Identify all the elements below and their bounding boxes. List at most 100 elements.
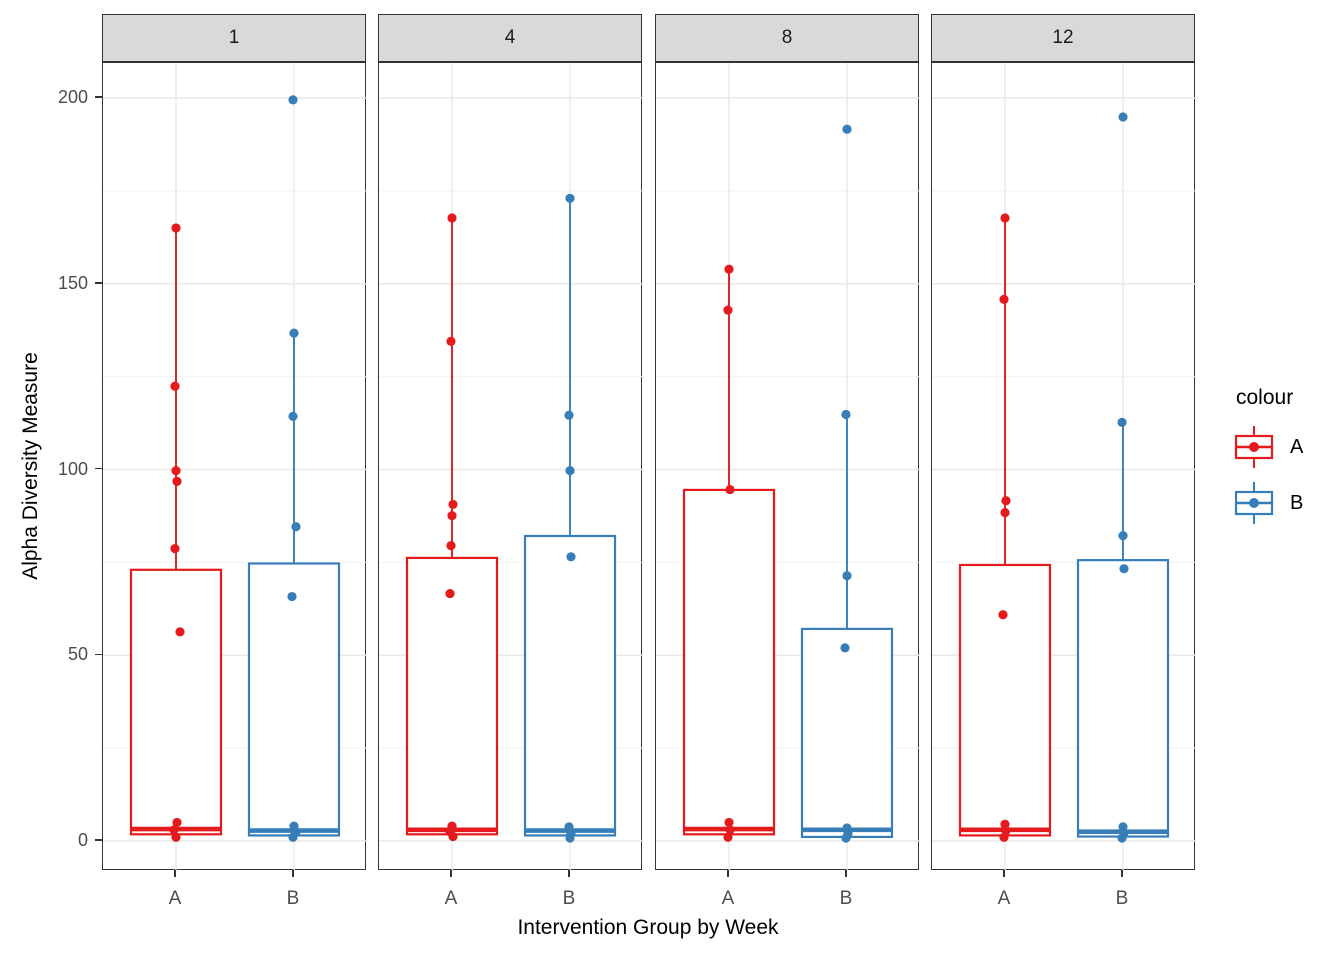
legend-key-boxplot-glyph (1234, 426, 1274, 468)
data-point (288, 95, 298, 105)
data-point (446, 541, 456, 551)
x-tick-label: A (721, 888, 735, 909)
x-tick-label: B (1115, 888, 1129, 909)
x-tick (292, 870, 294, 877)
boxplot-box (958, 563, 1052, 837)
boxplot-box (405, 556, 499, 836)
y-tick (95, 96, 102, 98)
data-point (564, 410, 574, 420)
y-tick (95, 653, 102, 656)
boxplot-box (247, 562, 341, 837)
data-point (447, 213, 457, 223)
x-tick-label: A (444, 888, 458, 909)
facet-panel (655, 62, 920, 871)
data-point (1000, 507, 1010, 518)
legend-glyph-point (1249, 442, 1259, 452)
x-axis-title: Intervention Group by Week (517, 916, 779, 939)
y-tick (95, 839, 102, 841)
data-point (287, 591, 297, 602)
legend-title: colour (1236, 386, 1294, 409)
data-point (171, 466, 181, 476)
x-tick-label: B (839, 888, 853, 909)
data-point (998, 610, 1008, 620)
y-tick-label: 50 (67, 644, 88, 665)
data-point (1001, 496, 1011, 506)
data-point (447, 510, 457, 521)
data-point (1117, 833, 1127, 843)
x-tick (845, 870, 847, 877)
data-point (288, 411, 298, 421)
legend-key-boxplot-glyph (1234, 482, 1274, 524)
data-point (841, 409, 851, 420)
data-point (724, 264, 734, 274)
facet-panel (378, 62, 643, 871)
x-tick (568, 870, 570, 877)
y-tick-label: 150 (57, 272, 88, 293)
legend-glyph-point (1249, 498, 1259, 508)
data-point (565, 833, 575, 843)
legend-entry-label: A (1290, 435, 1304, 458)
facet-strip: 1 (102, 14, 366, 62)
boxplot-box (129, 568, 223, 836)
data-point (725, 825, 735, 835)
x-tick (1121, 870, 1123, 877)
x-tick-label: A (997, 888, 1011, 909)
data-point (172, 817, 182, 828)
y-tick-label: 100 (57, 458, 88, 479)
data-point (170, 381, 180, 391)
data-point (724, 817, 734, 828)
data-point (565, 466, 575, 476)
data-point (446, 336, 456, 346)
data-point (1118, 112, 1128, 122)
data-point (448, 499, 458, 510)
legend-entry: B (1232, 480, 1303, 526)
data-point (445, 588, 455, 599)
boxplot-box (800, 627, 894, 839)
legend-entry-label: B (1290, 491, 1304, 514)
data-point (288, 832, 298, 842)
data-point (1000, 213, 1010, 223)
facet-panel (931, 62, 1196, 871)
data-point (1119, 564, 1129, 574)
boxplot-box (523, 534, 617, 837)
y-tick-label: 0 (77, 830, 88, 850)
data-point (171, 223, 181, 233)
data-point (841, 833, 851, 843)
data-point (291, 522, 301, 532)
data-point (723, 832, 733, 842)
data-point (1118, 531, 1128, 541)
facet-strip: 12 (931, 14, 1195, 62)
data-point (170, 544, 180, 554)
x-tick (174, 870, 176, 877)
data-point (1117, 417, 1127, 427)
x-tick (1003, 870, 1005, 877)
data-point (999, 832, 1009, 842)
facet-panel (102, 62, 367, 871)
x-tick-label: A (168, 888, 182, 909)
data-point (999, 294, 1009, 304)
data-point (169, 825, 179, 835)
data-point (566, 552, 576, 562)
x-tick-label: B (562, 888, 576, 909)
data-point (172, 476, 182, 486)
data-point (448, 831, 458, 842)
facet-panel-canvas (932, 63, 1196, 871)
data-point (725, 484, 735, 495)
y-tick (95, 467, 102, 470)
data-point (565, 193, 575, 203)
facet-strip: 4 (378, 14, 642, 62)
data-point (171, 832, 181, 842)
y-tick (95, 282, 102, 284)
data-point (842, 124, 852, 134)
legend-entry: A (1232, 424, 1303, 470)
boxplot-box (682, 488, 776, 836)
x-tick (727, 870, 729, 877)
data-point (289, 328, 299, 338)
data-point (723, 305, 733, 315)
facet-strip-label: 4 (504, 27, 516, 48)
facet-strip-label: 8 (781, 27, 793, 48)
data-point (840, 643, 850, 653)
